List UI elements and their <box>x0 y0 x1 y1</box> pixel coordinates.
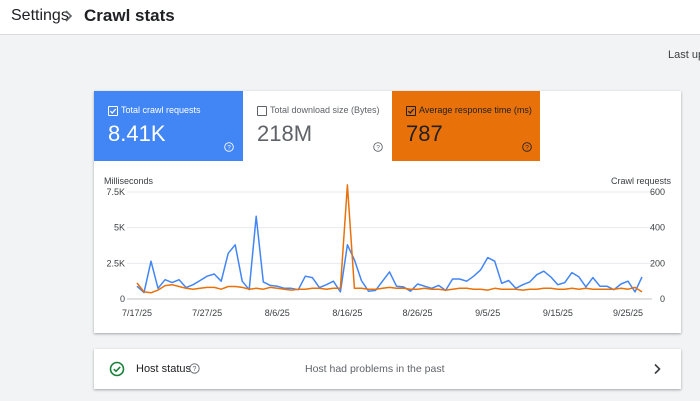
chart-grid <box>127 191 652 300</box>
metric-tile-average-response-time[interactable]: Average response time (ms) 787 ? <box>392 91 540 161</box>
series-line-response-time <box>136 184 643 294</box>
left-axis-ticks: 0 2.5K 5K 7.5K <box>106 187 125 304</box>
left-tick-label: 5K <box>114 223 125 233</box>
svg-text:?: ? <box>376 144 380 151</box>
help-icon[interactable]: ? <box>224 142 234 152</box>
chart-series <box>136 184 643 294</box>
checkbox-unchecked-icon[interactable] <box>257 106 267 116</box>
series-line-crawl-requests <box>136 215 643 294</box>
metric-label: Total download size (Bytes) <box>270 105 380 115</box>
help-icon[interactable]: ? <box>189 363 200 374</box>
svg-text:?: ? <box>525 144 529 151</box>
right-tick-label: 0 <box>660 294 665 304</box>
metric-value: 787 <box>406 121 443 146</box>
x-tick-label: 8/26/25 <box>403 308 433 318</box>
right-tick-label: 400 <box>650 223 665 233</box>
page-title: Crawl stats <box>84 6 175 25</box>
left-tick-label: 2.5K <box>106 258 125 268</box>
x-tick-label: 7/17/25 <box>122 308 152 318</box>
x-axis-ticks: 7/17/25 7/27/25 8/6/25 8/16/25 8/26/25 9/5/25… <box>122 308 643 318</box>
host-status-text: Host had problems in the past <box>305 363 445 375</box>
metric-label: Average response time (ms) <box>419 105 532 115</box>
chevron-right-icon[interactable] <box>652 362 662 376</box>
top-header: Settings Crawl stats <box>0 0 700 35</box>
svg-text:?: ? <box>227 144 231 151</box>
left-axis-label: Milliseconds <box>104 176 154 186</box>
x-tick-label: 7/27/25 <box>192 308 222 318</box>
last-updated-label: Last up <box>668 49 700 61</box>
left-tick-label: 7.5K <box>106 187 125 197</box>
right-tick-label: 200 <box>650 258 665 268</box>
chevron-right-icon <box>65 10 73 22</box>
x-tick-label: 8/16/25 <box>332 308 362 318</box>
metric-tile-total-download-size[interactable]: Total download size (Bytes) 218M ? <box>243 91 392 161</box>
help-icon[interactable]: ? <box>373 142 383 152</box>
metric-value: 8.41K <box>108 121 166 146</box>
crawl-stats-chart: Milliseconds Crawl requests 02.5K5K7.5K … <box>104 176 672 318</box>
right-axis-label: Crawl requests <box>611 176 672 186</box>
breadcrumb-settings-link[interactable]: Settings <box>11 7 69 24</box>
checkbox-checked-icon[interactable] <box>108 106 118 116</box>
crawl-stats-card: Total crawl requests 8.41K ? Total downl… <box>94 91 681 333</box>
right-tick-label: 600 <box>650 187 665 197</box>
x-tick-label: 8/6/25 <box>265 308 290 318</box>
host-status-row[interactable]: Host status ? Host had problems in the p… <box>94 349 681 389</box>
check-circle-icon <box>109 361 125 377</box>
metric-value: 218M <box>257 121 313 146</box>
checkbox-checked-icon[interactable] <box>406 106 416 116</box>
x-tick-label: 9/5/25 <box>475 308 500 318</box>
metric-tile-total-crawl-requests[interactable]: Total crawl requests 8.41K ? <box>94 91 243 161</box>
left-tick-label: 0 <box>120 294 125 304</box>
help-icon[interactable]: ? <box>522 142 532 152</box>
svg-text:?: ? <box>193 366 197 373</box>
x-tick-label: 9/15/25 <box>543 308 573 318</box>
metric-label: Total crawl requests <box>121 105 201 115</box>
host-status-label: Host status <box>136 363 192 375</box>
x-tick-label: 9/25/25 <box>613 308 643 318</box>
right-axis-ticks: 0 200 400 600 <box>650 187 665 304</box>
